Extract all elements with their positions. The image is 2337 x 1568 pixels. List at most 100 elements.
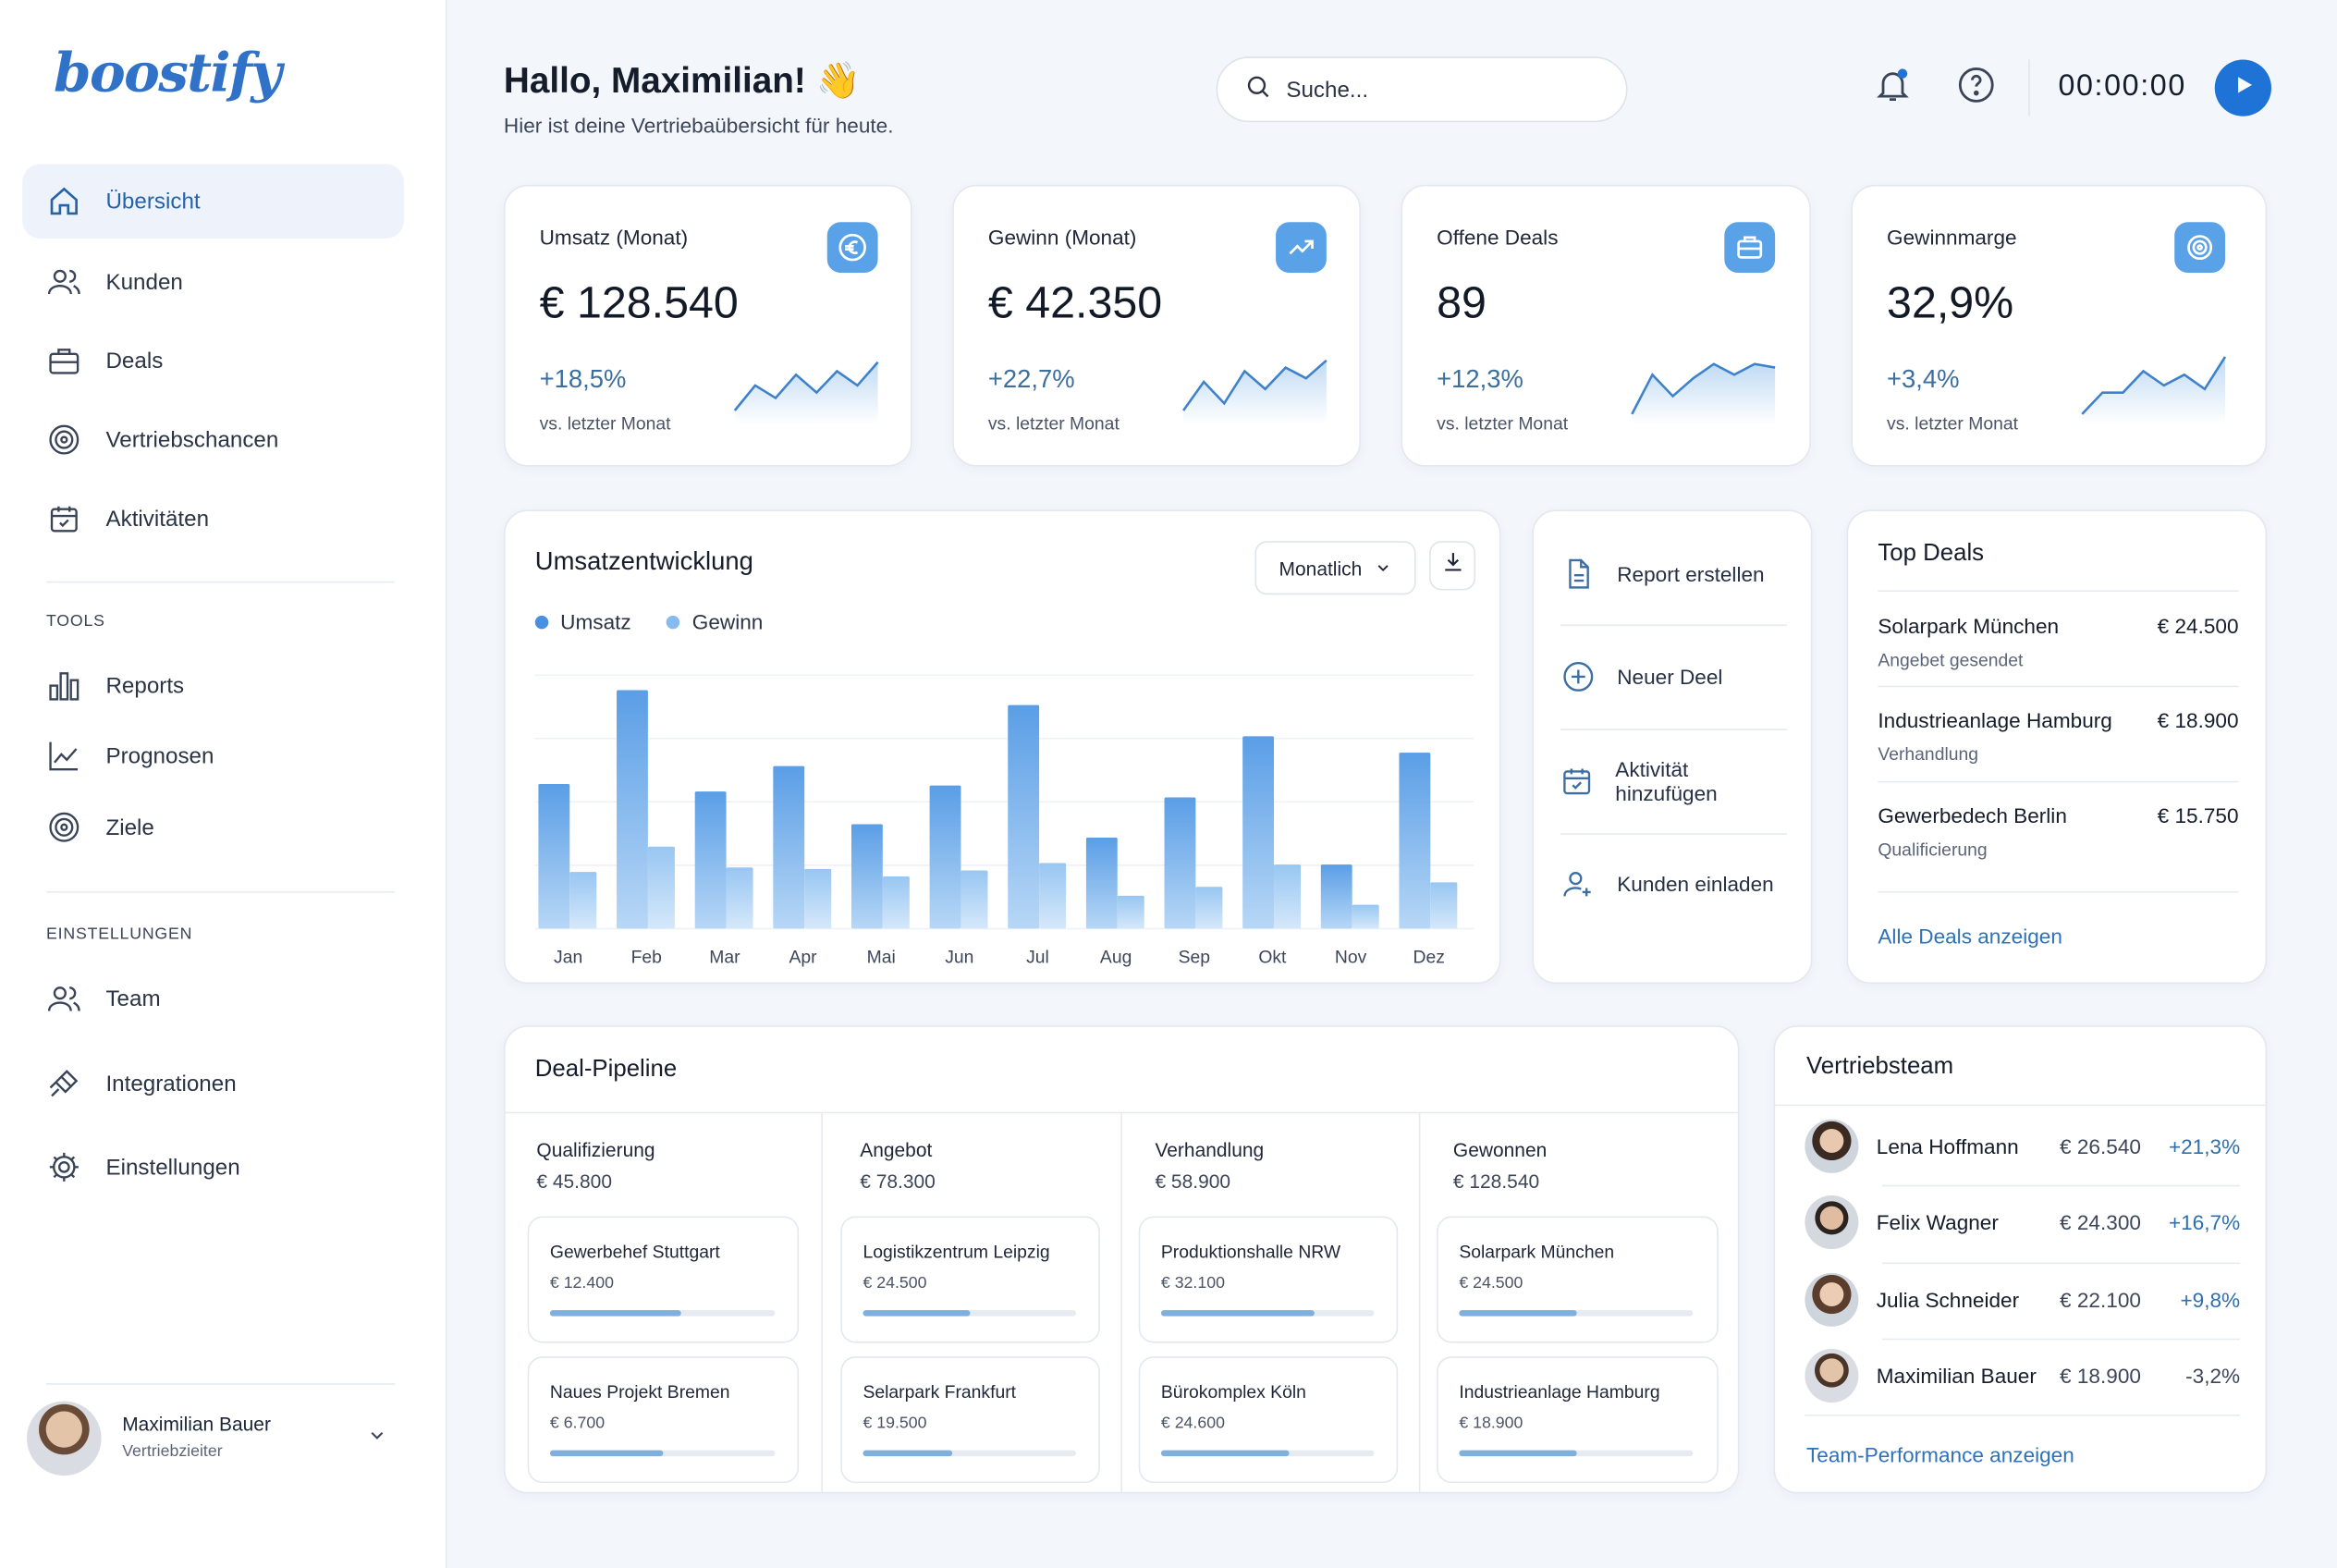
chevron-down-icon[interactable] [367, 1425, 388, 1453]
home-icon [46, 183, 82, 219]
pipeline-deal-card[interactable]: Selarpark Frankfurt € 19.500 [840, 1356, 1100, 1484]
deal-value: € 24.500 [1459, 1274, 1523, 1292]
sidebar-item-label: Einstellungen [105, 1154, 240, 1181]
sidebar-item-vertriebschancen[interactable]: Vertriebschancen [22, 402, 404, 477]
deal-value: € 19.500 [863, 1414, 927, 1433]
bar-chart-icon [46, 668, 82, 704]
quick-actions-card: Report erstellen Neuer Deel Aktivität hi… [1532, 509, 1813, 985]
action-label: Kunden einladen [1617, 872, 1774, 896]
progress-fill [1160, 1310, 1315, 1317]
deal-value: € 24.600 [1160, 1414, 1225, 1433]
search-input[interactable] [1286, 77, 1585, 103]
new-deal-button[interactable]: Neuer Deel [1560, 625, 1787, 729]
member-change: -3,2% [2185, 1364, 2241, 1388]
bar-umsatz [617, 690, 648, 929]
user-profile[interactable]: Maximilian Bauer Vertriebzieiter [27, 1398, 405, 1481]
calendar-icon [46, 501, 82, 537]
notifications-button[interactable] [1870, 66, 1915, 110]
team-member-row[interactable]: Lena Hoffmann € 26.540 +21,3% [1805, 1119, 2240, 1173]
bar-umsatz [1164, 797, 1196, 929]
progress-fill [1459, 1450, 1576, 1457]
pipeline-deal-card[interactable]: Logistikzentrum Leipzig € 24.500 [840, 1216, 1100, 1343]
kpi-value: € 42.350 [987, 278, 1163, 328]
deal-name: Solarpark München [1459, 1241, 1615, 1263]
progress-fill [1160, 1450, 1290, 1457]
bar-umsatz [1320, 864, 1352, 929]
legend-label-umsatz: Umsatz [560, 609, 631, 634]
team-member-row[interactable]: Julia Schneider € 22.100 +9,8% [1805, 1272, 2240, 1327]
help-button[interactable] [1954, 66, 1999, 110]
legend-swatch-gewinn [667, 615, 680, 629]
divider [45, 1383, 396, 1385]
kpi-label: Gewinnmarge [1887, 225, 2017, 250]
period-select[interactable]: Monatlich [1254, 541, 1416, 595]
pipeline-deal-card[interactable]: Bürokomplex Köln € 24.600 [1138, 1356, 1399, 1484]
briefcase-icon [46, 343, 82, 379]
progress-fill [863, 1450, 953, 1457]
legend-swatch-umsatz [534, 615, 549, 629]
sidebar-item-prognosen[interactable]: Prognosen [22, 718, 404, 793]
sidebar-item-kunden[interactable]: Kunden [22, 244, 404, 319]
pipeline-deal-card[interactable]: Solarpark München € 24.500 [1437, 1216, 1719, 1343]
download-button[interactable] [1429, 541, 1476, 591]
card-title: Vertriebsteam [1805, 1053, 1954, 1080]
kpi-compare: vs. letzter Monat [987, 412, 1120, 435]
add-activity-button[interactable]: Aktivität hinzufügen [1560, 729, 1787, 833]
sidebar-item-ziele[interactable]: Ziele [22, 790, 404, 864]
kpi-change: +18,5% [539, 364, 627, 394]
all-deals-link[interactable]: Alle Deals anzeigen [1878, 924, 2062, 949]
play-icon [2231, 72, 2255, 104]
user-role: Vertriebzieiter [122, 1442, 223, 1461]
pipeline-deal-card[interactable]: Industrieanlage Hamburg € 18.900 [1437, 1356, 1719, 1484]
invite-customers-button[interactable]: Kunden einladen [1560, 832, 1787, 937]
progress-bar [1459, 1310, 1694, 1317]
deal-pipeline-card: Deal-Pipeline Qualifizierung € 45.800 Ge… [503, 1025, 1740, 1494]
bar-gewinn [569, 872, 597, 929]
action-label: Neuer Deel [1617, 665, 1723, 689]
calendar-check-icon [1560, 763, 1595, 799]
divider [1775, 1104, 2266, 1107]
pipeline-deal-card[interactable]: Gewerbehef Stuttgart € 12.400 [527, 1216, 800, 1343]
member-revenue: € 24.300 [2060, 1210, 2141, 1234]
pipeline-column-total: € 45.800 [536, 1170, 612, 1193]
sidebar-item-integrationen[interactable]: Integrationen [22, 1047, 404, 1121]
bar-umsatz [694, 791, 727, 929]
search-bar[interactable] [1216, 56, 1628, 123]
progress-fill [1459, 1310, 1576, 1317]
x-tick-label: Aug [1100, 947, 1132, 967]
progress-fill [549, 1450, 663, 1457]
kpi-change: +12,3% [1437, 364, 1523, 394]
bar-gewinn [1039, 863, 1067, 929]
revenue-bar-chart: Jan Feb Mar Apr Mai Jun Jul Aug Sep Okt Nov Dez [534, 674, 1474, 967]
divider [1805, 1414, 2241, 1416]
pipeline-column-title: Angebot [860, 1138, 933, 1161]
pipeline-deal-card[interactable]: Naues Projekt Bremen € 6.700 [527, 1356, 800, 1484]
sidebar-item-einstellungen[interactable]: Einstellungen [22, 1130, 404, 1205]
bar-umsatz [1242, 736, 1275, 929]
team-member-row[interactable]: Maximilian Bauer € 18.900 -3,2% [1805, 1349, 2240, 1403]
sparkline-line [733, 361, 879, 411]
pipeline-deal-card[interactable]: Produktionshalle NRW € 32.100 [1138, 1216, 1399, 1343]
kpi-value: 32,9% [1887, 278, 2014, 328]
sparkline-line [1182, 359, 1328, 411]
sidebar-item-label: Prognosen [105, 742, 214, 769]
sparkline-area [734, 361, 878, 425]
bar-gewinn [1195, 887, 1223, 929]
sidebar-item-aktivitaeten[interactable]: Aktivitäten [22, 482, 404, 557]
kpi-compare: vs. letzter Monat [1887, 412, 2018, 435]
deal-value: € 6.700 [549, 1414, 606, 1433]
x-tick-label: Apr [789, 947, 818, 967]
team-member-row[interactable]: Felix Wagner € 24.300 +16,7% [1805, 1194, 2240, 1250]
divider [505, 1111, 1738, 1114]
team-icon [46, 981, 82, 1017]
sidebar-item-deals[interactable]: Deals [22, 324, 404, 398]
logo[interactable]: boostify [54, 42, 282, 104]
target-icon [2174, 222, 2226, 274]
sidebar-item-reports[interactable]: Reports [22, 648, 404, 723]
team-performance-link[interactable]: Team-Performance anzeigen [1805, 1442, 2074, 1467]
pipeline-column-title: Qualifizierung [536, 1138, 655, 1161]
timer-play-button[interactable] [2214, 59, 2271, 116]
sidebar-item-uebersicht[interactable]: Übersicht [22, 164, 404, 239]
create-report-button[interactable]: Report erstellen [1560, 521, 1787, 626]
sidebar-item-team[interactable]: Team [22, 962, 404, 1036]
